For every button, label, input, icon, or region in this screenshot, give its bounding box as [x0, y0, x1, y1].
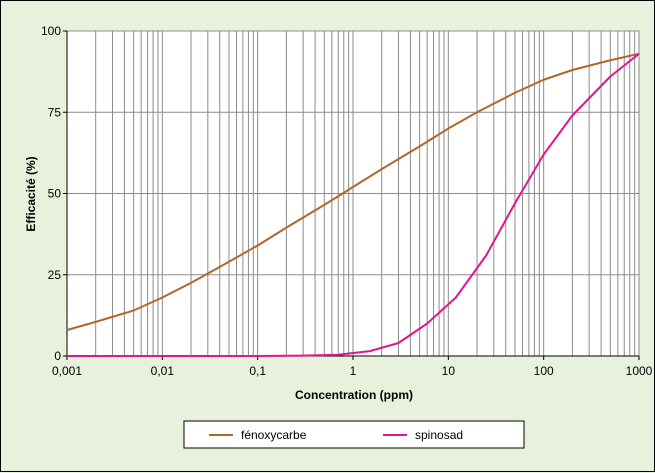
y-tick-label: 25 — [48, 268, 62, 282]
x-tick-label: 0,001 — [52, 364, 82, 378]
y-tick-label: 0 — [54, 349, 61, 363]
x-tick-label: 1000 — [626, 364, 653, 378]
x-tick-label: 0,01 — [151, 364, 175, 378]
y-tick-label: 75 — [48, 105, 62, 119]
legend-box — [183, 420, 525, 449]
series-line-fenoxycarbe — [66, 52, 640, 331]
x-axis-title: Concentration (ppm) — [295, 388, 413, 402]
y-axis-title: Efficacité (%) — [24, 156, 38, 231]
legend-label-spinosad: spinosad — [415, 428, 463, 442]
x-tick-label: 10 — [442, 364, 456, 378]
legend-label-fenoxycarbe: fénoxycarbe — [241, 428, 307, 442]
x-tick-label: 1 — [350, 364, 357, 378]
x-tick-label: 0,1 — [249, 364, 266, 378]
legend: fénoxycarbe spinosad — [183, 420, 525, 449]
y-tick-label: 100 — [41, 24, 61, 38]
y-tick-label: 50 — [48, 187, 62, 201]
series-line-spinosad — [67, 52, 640, 357]
x-tick-label: 100 — [534, 364, 554, 378]
